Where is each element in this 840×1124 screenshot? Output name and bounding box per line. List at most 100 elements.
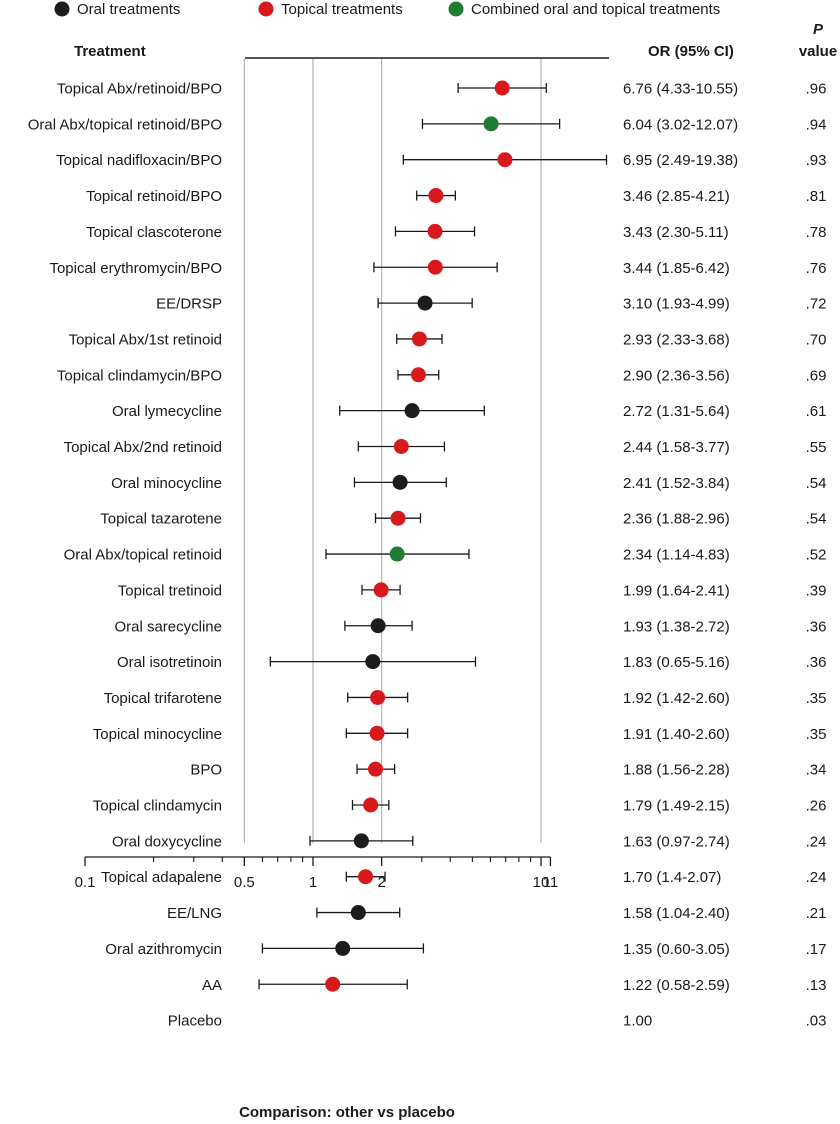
row-or-ci: 1.92 (1.42-2.60) — [623, 690, 730, 707]
or-point — [358, 869, 374, 885]
or-point — [389, 546, 405, 562]
or-point — [427, 259, 443, 275]
row-7: Topical Abx/1st retinoid 2.93 (2.33-3.68)… — [69, 331, 827, 348]
row-or-ci: 1.70 (1.4-2.07) — [623, 869, 721, 886]
x-axis-title: Comparison: other vs placebo — [239, 1104, 455, 1121]
legend-label-2: Combined oral and topical treatments — [471, 1, 720, 18]
row-25: AA 1.22 (0.58-2.59) .13 — [202, 976, 827, 994]
x-tick-label: 2 — [377, 874, 385, 891]
legend: Oral treatments Topical treatments Combine… — [54, 1, 720, 18]
row-or-ci: 2.41 (1.52-3.84) — [623, 475, 730, 492]
row-11: Oral minocycline 2.41 (1.52-3.84) .54 — [111, 474, 827, 492]
row-or-ci: 2.44 (1.58-3.77) — [623, 439, 730, 456]
row-or-ci: 1.58 (1.04-2.40) — [623, 905, 730, 922]
row-or-ci: 6.04 (3.02-12.07) — [623, 116, 738, 133]
row-or-ci: 1.93 (1.38-2.72) — [623, 618, 730, 635]
row-label: Topical Abx/retinoid/BPO — [57, 81, 222, 98]
p-header-line1: P — [813, 21, 824, 38]
or-point — [390, 510, 406, 526]
row-or-ci: 2.90 (2.36-3.56) — [623, 367, 730, 384]
x-tick-label: 1 — [309, 874, 317, 891]
row-label: Oral isotretinoin — [117, 654, 222, 671]
row-p-value: .21 — [806, 905, 827, 922]
row-p-value: .03 — [806, 1013, 827, 1030]
legend-marker-1 — [258, 1, 274, 17]
row-17: Topical trifarotene 1.92 (1.42-2.60) .35 — [104, 689, 827, 707]
row-label: Topical retinoid/BPO — [86, 188, 222, 205]
row-or-ci: 1.79 (1.49-2.15) — [623, 798, 730, 815]
row-label: Topical Abx/1st retinoid — [69, 331, 222, 348]
row-8: Topical clindamycin/BPO 2.90 (2.36-3.56).… — [57, 367, 826, 384]
row-p-value: .34 — [806, 762, 827, 779]
row-13: Oral Abx/topical retinoid 2.34 (1.14-4.83… — [64, 546, 826, 564]
row-or-ci: 6.76 (4.33-10.55) — [623, 81, 738, 98]
row-or-ci: 1.83 (0.65-5.16) — [623, 654, 730, 671]
p-header-line2: value — [799, 43, 837, 60]
row-23: EE/LNG 1.58 (1.04-2.40) .21 — [167, 905, 826, 922]
or-point — [370, 618, 386, 634]
or-point — [428, 188, 444, 204]
or-point — [392, 474, 408, 490]
row-label: Topical tazarotene — [100, 511, 222, 528]
row-label: Topical clindamycin/BPO — [57, 367, 222, 384]
row-6: EE/DRSP 3.10 (1.93-4.99) .72 — [156, 295, 827, 313]
row-p-value: .76 — [806, 260, 827, 277]
or-point — [353, 833, 369, 849]
or-point — [325, 976, 341, 992]
row-5: Topical erythromycin/BPO 3.44 (1.85-6.42)… — [49, 259, 827, 277]
row-26: Placebo 1.00 .03 — [168, 1013, 827, 1030]
row-p-value: .36 — [806, 654, 827, 671]
or-point — [404, 403, 420, 419]
row-1: Oral Abx/topical retinoid/BPO 6.04 (3.02-… — [28, 116, 826, 133]
row-18: Topical minocycline 1.91 (1.40-2.60) .35 — [93, 725, 827, 743]
row-label: AA — [202, 977, 222, 994]
row-label: Oral Abx/topical retinoid — [64, 547, 222, 564]
row-label: Topical nadifloxacin/BPO — [56, 152, 222, 169]
row-p-value: .35 — [806, 726, 827, 743]
row-or-ci: 3.44 (1.85-6.42) — [623, 260, 730, 277]
or-point — [393, 439, 409, 454]
row-10: Topical Abx/2nd retinoid 2.44 (1.58-3.77)… — [64, 439, 827, 456]
row-2: Topical nadifloxacin/BPO 6.95 (2.49-19.38… — [56, 152, 826, 169]
row-label: Oral lymecycline — [112, 403, 222, 420]
row-p-value: .24 — [806, 833, 827, 850]
row-label: Topical Abx/2nd retinoid — [64, 439, 222, 456]
row-label: Oral sarecycline — [114, 618, 222, 635]
row-or-ci: 3.46 (2.85-4.21) — [623, 188, 730, 205]
row-label: Oral azithromycin — [105, 941, 222, 958]
rows: Topical Abx/retinoid/BPO 6.76 (4.33-10.55… — [28, 80, 827, 1030]
row-p-value: .54 — [806, 475, 827, 492]
or-point — [427, 223, 443, 239]
row-label: EE/DRSP — [156, 296, 222, 313]
row-p-value: .72 — [806, 296, 827, 313]
x-tick-label: 0.5 — [234, 874, 255, 891]
row-p-value: .35 — [806, 690, 827, 707]
or-header: OR (95% CI) — [648, 43, 734, 60]
row-label: Oral Abx/topical retinoid/BPO — [28, 116, 222, 133]
or-point — [363, 797, 379, 813]
row-label: EE/LNG — [167, 905, 222, 922]
or-point — [368, 761, 384, 777]
or-point — [365, 654, 381, 670]
row-label: Topical trifarotene — [104, 690, 222, 707]
row-p-value: .26 — [806, 798, 827, 815]
row-p-value: .55 — [806, 439, 827, 456]
row-or-ci: 2.36 (1.88-2.96) — [623, 511, 730, 528]
or-point — [369, 725, 385, 741]
gridlines — [243, 58, 542, 843]
row-or-ci: 3.43 (2.30-5.11) — [623, 224, 729, 241]
legend-label-0: Oral treatments — [77, 1, 180, 18]
row-p-value: .78 — [806, 224, 827, 241]
row-label: Oral minocycline — [111, 475, 222, 492]
row-label: Oral doxycycline — [112, 833, 222, 850]
row-3: Topical retinoid/BPO 3.46 (2.85-4.21) .81 — [86, 188, 826, 205]
row-14: Topical tretinoid 1.99 (1.64-2.41) .39 — [118, 582, 826, 599]
row-or-ci: 2.93 (2.33-3.68) — [623, 331, 730, 348]
row-p-value: .70 — [806, 331, 827, 348]
row-p-value: .13 — [806, 977, 827, 994]
row-19: BPO 1.88 (1.56-2.28) .34 — [190, 761, 827, 779]
row-or-ci: 3.10 (1.93-4.99) — [623, 296, 730, 313]
row-label: Topical tretinoid — [118, 582, 222, 599]
